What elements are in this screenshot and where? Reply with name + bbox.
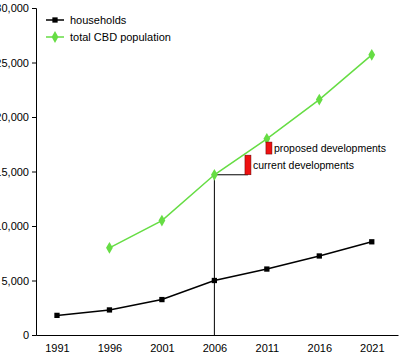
x-tick: 2021: [360, 335, 384, 354]
series-marker: [264, 266, 269, 271]
series-marker: [54, 313, 59, 318]
annotation-text: proposed developments: [274, 142, 386, 154]
series-marker: [368, 49, 375, 61]
y-tick-label: 25,000: [0, 57, 29, 69]
y-tick-mark: [32, 281, 36, 282]
series-line: [57, 242, 372, 316]
y-tick-label: 30,000: [0, 2, 29, 14]
legend: households total CBD population: [46, 14, 171, 43]
y-tick-mark: [32, 226, 36, 227]
legend-swatch-marker: [52, 17, 57, 22]
x-tick: 2016: [308, 335, 332, 354]
y-tick-mark: [32, 8, 36, 9]
legend-label: households: [70, 14, 127, 26]
annotation-text: current developments: [253, 159, 354, 171]
x-tick: 2001: [150, 335, 174, 354]
guide-horizontal: [214, 174, 248, 175]
y-tick: 25,000: [0, 57, 36, 69]
annotation-bar: [266, 142, 272, 154]
y-tick: 15,000: [0, 166, 36, 178]
y-tick-label: 10,000: [0, 220, 29, 232]
y-tick-label: 15,000: [0, 166, 29, 178]
x-tick-label: 2006: [203, 342, 227, 354]
x-tick: 2006: [203, 335, 227, 354]
x-tick-label: 2016: [308, 342, 332, 354]
x-tick-label: 1991: [45, 342, 69, 354]
y-tick: 10,000: [0, 220, 36, 232]
series-marker: [211, 169, 218, 181]
chart: 0 5,000 10,000 15,000 20,000 25,000 30,000 1991…: [0, 0, 400, 358]
series-marker: [159, 297, 164, 302]
x-tick: 1996: [98, 335, 122, 354]
y-tick-label: 5,000: [1, 275, 29, 287]
series-marker: [369, 239, 374, 244]
series-marker: [316, 94, 323, 106]
x-axis-line: [37, 335, 399, 336]
legend-item: total CBD population: [46, 31, 171, 43]
y-tick-mark: [32, 172, 36, 173]
y-tick: 20,000: [0, 111, 36, 123]
legend-label: total CBD population: [70, 31, 171, 43]
y-tick-label: 20,000: [0, 111, 29, 123]
annotation-bar: [245, 155, 251, 175]
x-tick-label: 1996: [98, 342, 122, 354]
y-tick-mark: [32, 335, 36, 336]
series-marker: [212, 278, 217, 283]
y-tick: 5,000: [1, 275, 36, 287]
legend-item: households: [46, 14, 127, 26]
guide-vertical: [214, 175, 215, 335]
x-tick-label: 2021: [360, 342, 384, 354]
y-tick: 30,000: [0, 2, 36, 14]
x-tick: 2011: [256, 335, 280, 354]
y-axis: 0 5,000 10,000 15,000 20,000 25,000 30,000: [0, 2, 37, 341]
y-tick-label: 0: [23, 329, 29, 341]
x-tick-label: 2011: [256, 342, 280, 354]
series-marker: [107, 307, 112, 312]
y-tick-mark: [32, 63, 36, 64]
series-marker: [159, 215, 166, 227]
y-axis-line: [32, 9, 37, 336]
x-axis: 1991 1996 2001 2006 2011 2016 2021: [37, 335, 399, 354]
x-tick-label: 2001: [150, 342, 174, 354]
series-marker: [106, 242, 113, 254]
legend-swatch-marker: [52, 31, 59, 43]
x-tick: 1991: [45, 335, 69, 354]
y-tick-mark: [32, 117, 36, 118]
series-marker: [317, 253, 322, 258]
plot-area: [54, 49, 375, 335]
y-tick: 0: [23, 329, 36, 341]
